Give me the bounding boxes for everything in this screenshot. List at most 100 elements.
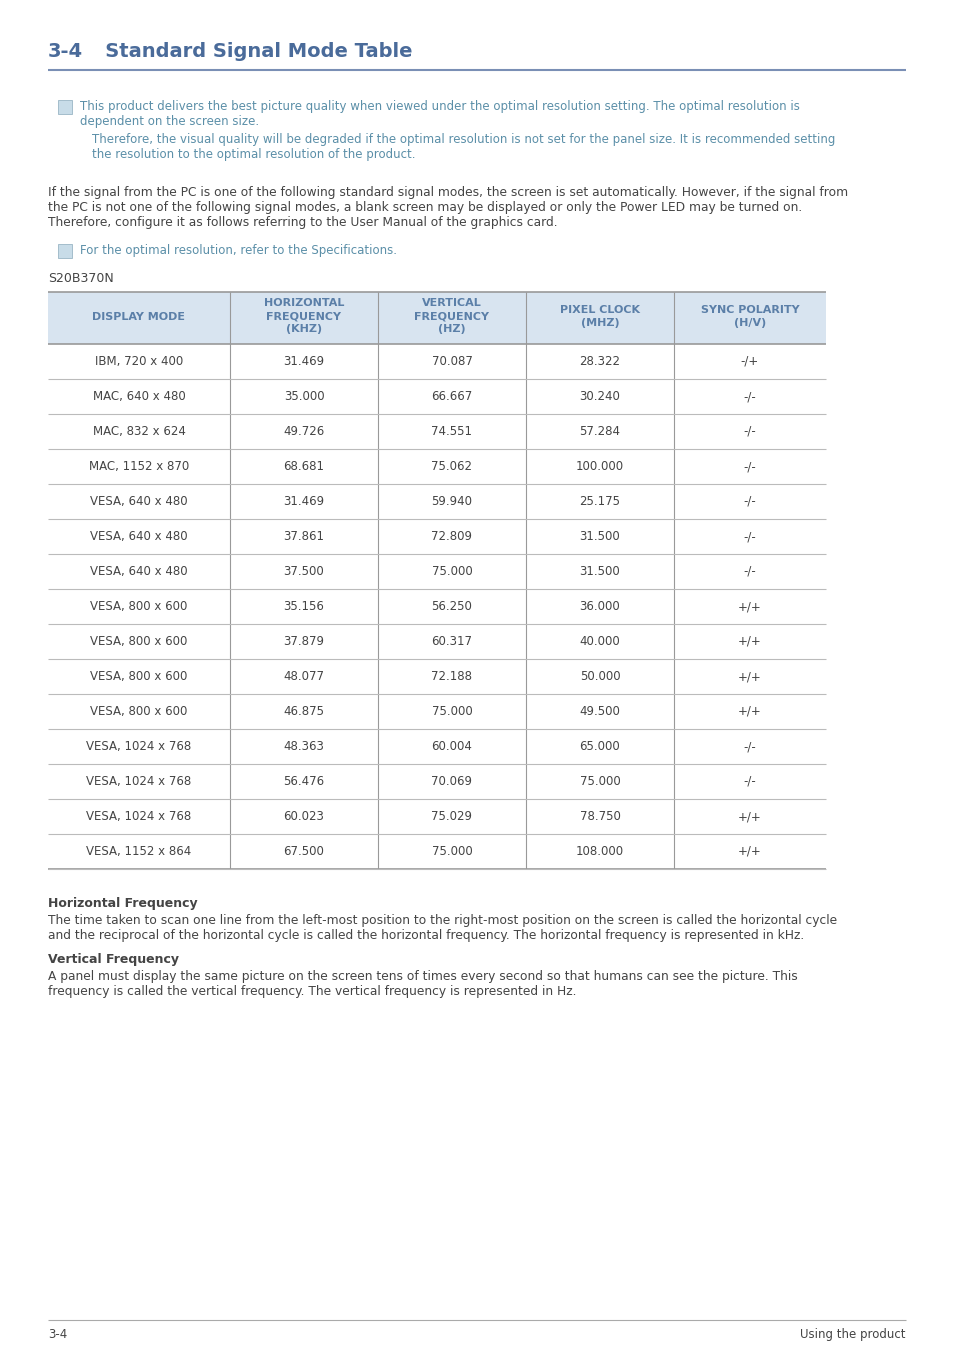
Text: 56.250: 56.250 <box>431 599 472 613</box>
Text: VESA, 640 x 480: VESA, 640 x 480 <box>91 495 188 508</box>
Text: -/-: -/- <box>742 460 756 472</box>
Text: MAC, 640 x 480: MAC, 640 x 480 <box>92 390 185 404</box>
Text: Therefore, configure it as follows referring to the User Manual of the graphics : Therefore, configure it as follows refer… <box>48 216 558 230</box>
Text: 72.809: 72.809 <box>431 531 472 543</box>
Text: VERTICAL: VERTICAL <box>421 298 481 309</box>
Text: 3-4: 3-4 <box>48 1328 67 1341</box>
Text: 78.750: 78.750 <box>579 810 619 824</box>
Text: MAC, 1152 x 870: MAC, 1152 x 870 <box>89 460 189 472</box>
Text: A panel must display the same picture on the screen tens of times every second s: A panel must display the same picture on… <box>48 971 797 983</box>
Text: VESA, 1152 x 864: VESA, 1152 x 864 <box>87 845 192 859</box>
Text: VESA, 1024 x 768: VESA, 1024 x 768 <box>87 775 192 788</box>
Text: 50.000: 50.000 <box>579 670 619 683</box>
Text: -/-: -/- <box>742 740 756 753</box>
Text: 35.156: 35.156 <box>283 599 324 613</box>
Text: 31.469: 31.469 <box>283 355 324 369</box>
Text: 31.469: 31.469 <box>283 495 324 508</box>
Text: 37.861: 37.861 <box>283 531 324 543</box>
Text: 60.317: 60.317 <box>431 634 472 648</box>
Text: 31.500: 31.500 <box>579 566 619 578</box>
Text: PIXEL CLOCK: PIXEL CLOCK <box>559 305 639 315</box>
Text: 66.667: 66.667 <box>431 390 472 404</box>
Text: 75.029: 75.029 <box>431 810 472 824</box>
Text: VESA, 800 x 600: VESA, 800 x 600 <box>91 705 188 718</box>
Text: the resolution to the optimal resolution of the product.: the resolution to the optimal resolution… <box>91 148 416 161</box>
Text: 75.000: 75.000 <box>579 775 619 788</box>
Text: Therefore, the visual quality will be degraded if the optimal resolution is not : Therefore, the visual quality will be de… <box>91 134 835 146</box>
Text: MAC, 832 x 624: MAC, 832 x 624 <box>92 425 185 437</box>
Text: -/-: -/- <box>742 566 756 578</box>
Text: If the signal from the PC is one of the following standard signal modes, the scr: If the signal from the PC is one of the … <box>48 186 847 198</box>
Text: VESA, 640 x 480: VESA, 640 x 480 <box>91 566 188 578</box>
Text: DISPLAY MODE: DISPLAY MODE <box>92 312 185 321</box>
Text: FREQUENCY: FREQUENCY <box>414 312 489 321</box>
Text: 68.681: 68.681 <box>283 460 324 472</box>
Text: Vertical Frequency: Vertical Frequency <box>48 953 179 967</box>
Text: 72.188: 72.188 <box>431 670 472 683</box>
Text: 60.023: 60.023 <box>283 810 324 824</box>
Text: frequency is called the vertical frequency. The vertical frequency is represente: frequency is called the vertical frequen… <box>48 986 576 998</box>
Text: 75.000: 75.000 <box>431 566 472 578</box>
Text: 74.551: 74.551 <box>431 425 472 437</box>
Text: -/-: -/- <box>742 425 756 437</box>
Text: VESA, 640 x 480: VESA, 640 x 480 <box>91 531 188 543</box>
Text: Using the product: Using the product <box>800 1328 905 1341</box>
Text: 75.000: 75.000 <box>431 845 472 859</box>
Text: 40.000: 40.000 <box>579 634 619 648</box>
Text: VESA, 1024 x 768: VESA, 1024 x 768 <box>87 740 192 753</box>
Text: 59.940: 59.940 <box>431 495 472 508</box>
Text: VESA, 800 x 600: VESA, 800 x 600 <box>91 599 188 613</box>
Text: +/+: +/+ <box>738 670 761 683</box>
Text: IBM, 720 x 400: IBM, 720 x 400 <box>94 355 183 369</box>
Bar <box>48 292 825 344</box>
Text: 75.000: 75.000 <box>431 705 472 718</box>
Text: VESA, 800 x 600: VESA, 800 x 600 <box>91 670 188 683</box>
Text: 35.000: 35.000 <box>283 390 324 404</box>
Text: 25.175: 25.175 <box>578 495 619 508</box>
Text: +/+: +/+ <box>738 845 761 859</box>
Text: Standard Signal Mode Table: Standard Signal Mode Table <box>85 42 412 61</box>
Text: dependent on the screen size.: dependent on the screen size. <box>80 115 259 128</box>
Text: (MHZ): (MHZ) <box>580 319 618 328</box>
Text: (KHZ): (KHZ) <box>286 324 322 335</box>
Text: 36.000: 36.000 <box>579 599 619 613</box>
Text: 37.879: 37.879 <box>283 634 324 648</box>
Text: +/+: +/+ <box>738 705 761 718</box>
Text: 49.726: 49.726 <box>283 425 324 437</box>
Text: +/+: +/+ <box>738 634 761 648</box>
Text: 108.000: 108.000 <box>576 845 623 859</box>
Text: 56.476: 56.476 <box>283 775 324 788</box>
Text: -/-: -/- <box>742 495 756 508</box>
Text: -/-: -/- <box>742 531 756 543</box>
Text: -/+: -/+ <box>740 355 759 369</box>
Text: and the reciprocal of the horizontal cycle is called the horizontal frequency. T: and the reciprocal of the horizontal cyc… <box>48 929 803 942</box>
Text: VESA, 1024 x 768: VESA, 1024 x 768 <box>87 810 192 824</box>
Text: (H/V): (H/V) <box>733 319 765 328</box>
Text: 60.004: 60.004 <box>431 740 472 753</box>
Text: 30.240: 30.240 <box>579 390 619 404</box>
Text: the PC is not one of the following signal modes, a blank screen may be displayed: the PC is not one of the following signa… <box>48 201 801 215</box>
Bar <box>58 244 71 258</box>
Text: +/+: +/+ <box>738 599 761 613</box>
Text: 46.875: 46.875 <box>283 705 324 718</box>
Text: FREQUENCY: FREQUENCY <box>266 312 341 321</box>
Text: -/-: -/- <box>742 390 756 404</box>
Text: -/-: -/- <box>742 775 756 788</box>
Text: +/+: +/+ <box>738 810 761 824</box>
Text: 28.322: 28.322 <box>578 355 619 369</box>
Text: HORIZONTAL: HORIZONTAL <box>264 298 344 309</box>
Bar <box>58 100 71 113</box>
Text: 49.500: 49.500 <box>579 705 619 718</box>
Text: 100.000: 100.000 <box>576 460 623 472</box>
Text: For the optimal resolution, refer to the Specifications.: For the optimal resolution, refer to the… <box>80 244 396 256</box>
Text: Horizontal Frequency: Horizontal Frequency <box>48 896 197 910</box>
Text: 48.363: 48.363 <box>283 740 324 753</box>
Text: 70.069: 70.069 <box>431 775 472 788</box>
Text: 75.062: 75.062 <box>431 460 472 472</box>
Text: 37.500: 37.500 <box>283 566 324 578</box>
Text: 48.077: 48.077 <box>283 670 324 683</box>
Text: 67.500: 67.500 <box>283 845 324 859</box>
Text: 31.500: 31.500 <box>579 531 619 543</box>
Text: The time taken to scan one line from the left-most position to the right-most po: The time taken to scan one line from the… <box>48 914 836 927</box>
Text: 65.000: 65.000 <box>579 740 619 753</box>
